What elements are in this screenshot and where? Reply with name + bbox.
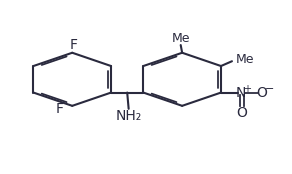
Text: F: F bbox=[70, 38, 78, 52]
Text: −: − bbox=[265, 84, 274, 94]
Text: Me: Me bbox=[171, 32, 190, 45]
Text: Me: Me bbox=[236, 53, 254, 66]
Text: O: O bbox=[236, 106, 247, 120]
Text: NH₂: NH₂ bbox=[116, 109, 142, 123]
Text: N: N bbox=[236, 86, 246, 100]
Text: F: F bbox=[56, 102, 64, 116]
Text: O: O bbox=[257, 86, 267, 100]
Text: +: + bbox=[243, 84, 251, 94]
